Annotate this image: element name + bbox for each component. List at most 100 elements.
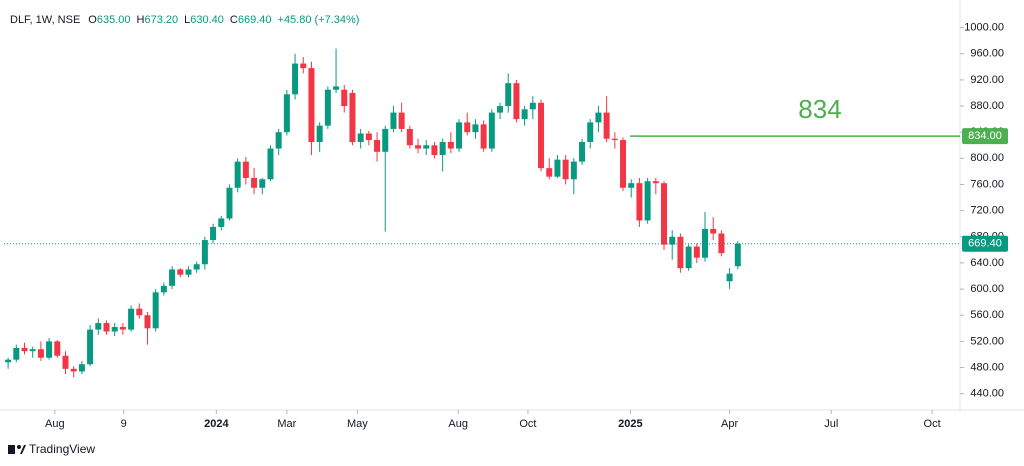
y-tick-label: 760.00 [970,178,1004,190]
candle-body [423,145,430,149]
candle-body [169,269,176,286]
level-axis-box [962,128,1008,145]
candle-body [185,269,192,275]
y-tick-label: 920.00 [970,74,1004,86]
candle-body [308,68,315,142]
candle-body [710,228,717,234]
candle-body [554,159,561,177]
candle-body [538,102,545,169]
candle-body [415,145,422,149]
header-ohlc-label: O [88,14,97,26]
x-tick-label: Apr [721,418,738,430]
y-tick-label: 480.00 [970,361,1004,373]
candle-body [275,132,282,149]
candle-body [144,315,151,329]
candle-body [628,183,635,188]
candle-body [54,341,61,356]
x-tick-label: 2024 [204,418,229,430]
candle-body [497,106,504,113]
candle-body [464,122,471,133]
candle-body [218,218,225,227]
candle-body [62,355,69,369]
candle-body [226,187,233,219]
candle-body [587,122,594,142]
candle-body [505,83,512,107]
header: DLF, 1W, NSE O635.00 H673.20 L630.40 C669.40… [10,14,359,26]
candle-body [70,368,77,372]
candle-body [119,326,126,330]
candle-body [193,264,200,270]
candle-body [611,138,618,141]
x-tick-label: May [347,418,368,430]
header-ohlc-label: L [184,14,190,26]
last-price-label: 669.40 [968,238,1002,250]
candle-body [349,92,356,142]
candle-body [103,323,110,332]
candle-body [529,102,536,110]
candle-body [87,329,94,365]
y-tick-label: 600.00 [970,283,1004,295]
header-ohlc-label: C [230,14,238,26]
candle-body [267,148,274,180]
candle-body [718,233,725,254]
candle-body [546,168,553,177]
header-ohlc-value: 673.20 [144,14,178,26]
level-label: 834 [798,94,841,124]
candle-body [382,128,389,152]
candle-body [136,308,143,316]
candle-body [259,179,266,188]
candle-body [365,133,372,141]
x-tick-label: Aug [45,418,65,430]
candle-body [562,159,569,180]
y-tick-label: 560.00 [970,309,1004,321]
candle-body [292,63,299,95]
x-tick-label: Oct [519,418,536,430]
candle-body [210,226,217,241]
logo-mark [17,445,21,449]
candle-body [5,359,12,363]
y-tick-label: 1000.00 [964,22,1004,34]
y-tick-label: 800.00 [970,152,1004,164]
candle-body [234,161,241,188]
candle-body [726,273,733,282]
candle-body [341,89,348,107]
candle-body [406,128,413,146]
candle-body [447,142,454,149]
logo-mark [8,445,15,454]
candle-body [160,285,167,293]
candle-body [513,83,520,120]
y-tick-label: 520.00 [970,335,1004,347]
candle-body [652,181,659,184]
candle-body [620,140,627,188]
x-tick-label: 2025 [618,418,642,430]
candle-body [21,347,28,352]
candle-body [13,347,20,360]
candle-body [488,112,495,149]
candle-body [431,145,438,156]
x-tick-label: Aug [448,418,468,430]
header-ohlc-label: H [137,14,145,26]
candle-body [669,236,676,245]
candle-body [374,140,381,152]
candle-body [661,183,668,245]
candle-body [734,243,741,267]
candle-body [456,122,463,149]
last-price-box [962,235,1008,252]
header-symbol: DLF, 1W, NSE [10,14,80,26]
x-tick-label: Oct [924,418,941,430]
candle-body [702,228,709,258]
candle-body [283,94,290,133]
candle-body [579,142,586,162]
candle-body [595,112,602,123]
candle-body [439,142,446,156]
candle-body [95,323,102,330]
header-change: +45.80 (+7.34%) [278,14,360,26]
candle-body [324,89,331,126]
candle-body [251,177,258,188]
candle-body [29,349,36,352]
header-ohlc-value: 669.40 [238,14,272,26]
candle-body [201,240,208,265]
y-tick-label: 960.00 [970,48,1004,60]
candle-body [603,112,610,139]
